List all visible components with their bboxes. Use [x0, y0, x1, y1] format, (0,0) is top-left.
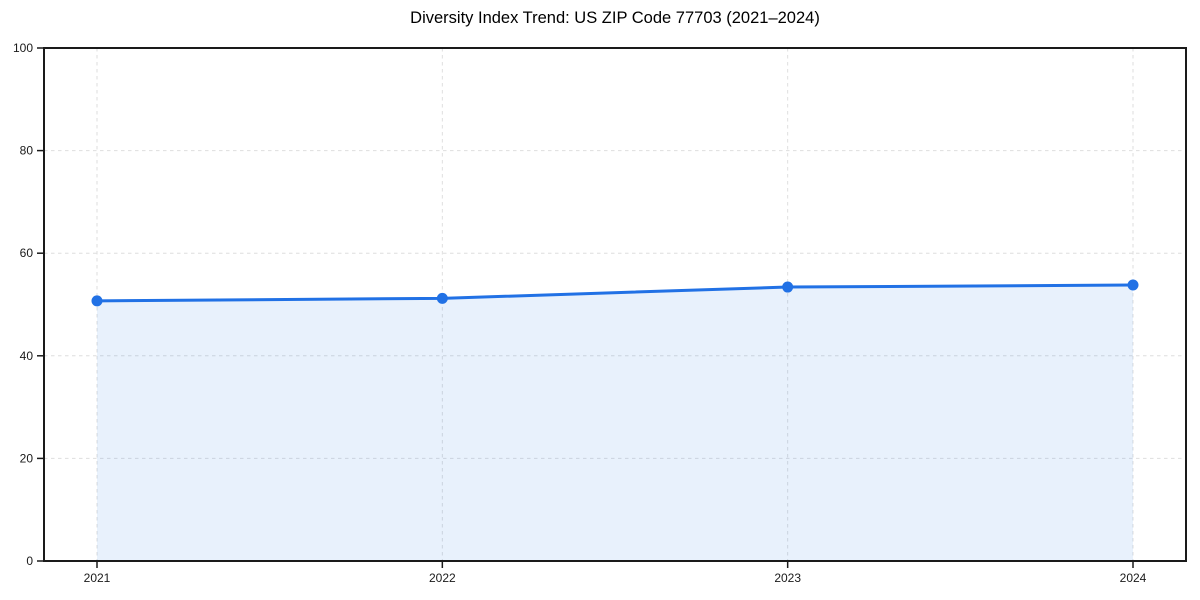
y-tick-label: 100	[13, 41, 33, 55]
plot-border	[43, 47, 1187, 562]
data-point-2021	[91, 295, 103, 307]
x-tick-label: 2024	[1120, 571, 1147, 585]
data-point-2022	[436, 292, 448, 304]
y-tick-label: 0	[26, 554, 33, 568]
x-tick-label: 2021	[84, 571, 111, 585]
area-fill	[97, 285, 1133, 561]
chart-title: Diversity Index Trend: US ZIP Code 77703…	[410, 9, 820, 27]
y-tick-label: 20	[20, 451, 34, 465]
y-tick-label: 60	[20, 246, 34, 260]
data-point-2024	[1127, 279, 1139, 291]
trend-line	[95, 283, 1135, 303]
x-tick-label: 2022	[429, 571, 456, 585]
y-tick-label: 40	[20, 349, 34, 363]
y-tick-label: 80	[20, 144, 34, 158]
data-point-2023	[782, 281, 794, 293]
x-tick-label: 2023	[774, 571, 801, 585]
